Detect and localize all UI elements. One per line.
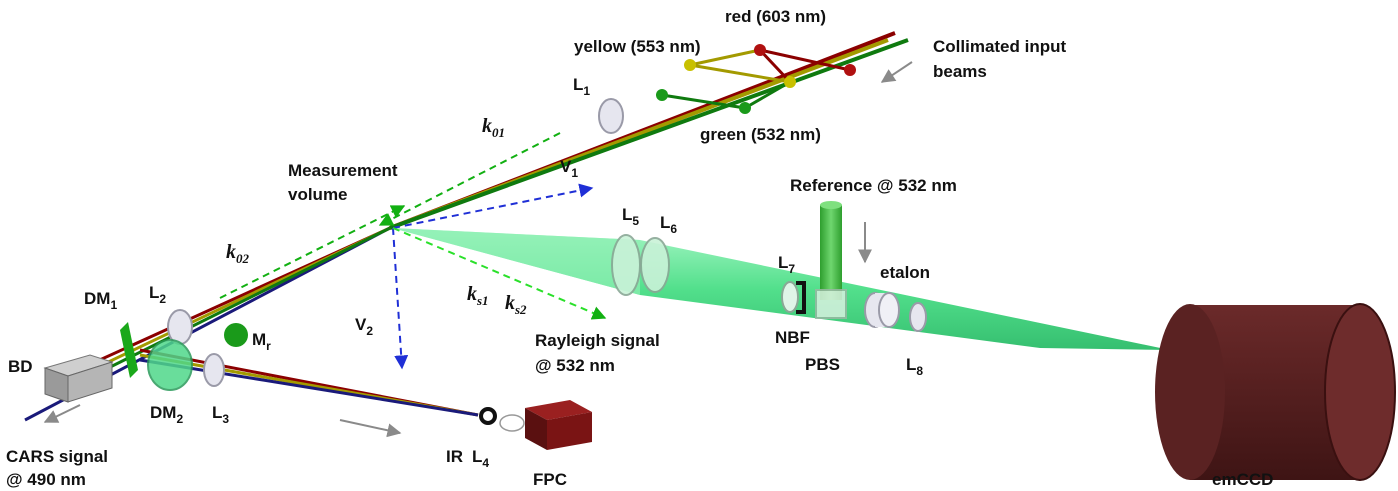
emccd-camera [1155, 303, 1396, 481]
red-input-dot [844, 64, 856, 76]
label-mr: Mr [252, 330, 271, 353]
label-measurement-2: volume [288, 185, 348, 204]
label-ks1: ks1 [467, 283, 489, 308]
lens-l3 [203, 353, 225, 387]
green-mirror-dot [656, 89, 668, 101]
red-mirror-dot [754, 44, 766, 56]
label-nbf: NBF [775, 328, 810, 347]
yellow-input-dot [784, 76, 796, 88]
reference-beam [820, 205, 842, 300]
label-emccd: emCCD [1212, 470, 1273, 489]
k01-vector [378, 132, 561, 226]
label-dm1: DM1 [84, 289, 117, 312]
v2-vector [392, 227, 409, 370]
label-rayleigh-2: @ 532 nm [535, 356, 615, 375]
label-collimated-2: beams [933, 62, 987, 81]
label-etalon: etalon [880, 263, 930, 282]
ir-iris [479, 407, 497, 425]
ir-direction-arrow [339, 419, 402, 438]
label-l2: L2 [149, 283, 166, 306]
cars-direction-arrow [43, 404, 81, 423]
label-ks2: ks2 [505, 292, 527, 317]
label-v2: V2 [355, 315, 373, 338]
dm1-mirror [120, 322, 138, 378]
input-beams-upper [389, 31, 909, 230]
label-green: green (532 nm) [700, 125, 821, 144]
label-dm2: DM2 [150, 403, 183, 426]
etalon [864, 292, 900, 328]
lens-l8 [909, 302, 927, 332]
label-fpc: FPC [533, 470, 567, 489]
label-red: red (603 nm) [725, 7, 826, 26]
label-l4: L4 [472, 447, 489, 470]
label-ir: IR [446, 447, 463, 466]
ks-vector [392, 227, 607, 320]
mr-mirror [224, 323, 248, 347]
k02-vector [219, 205, 406, 299]
input-direction-arrow [880, 61, 913, 83]
nbf-filter [796, 281, 806, 314]
dm2-mirror [147, 339, 193, 391]
label-l5: L5 [622, 205, 639, 228]
label-cars-2: @ 490 nm [6, 470, 86, 489]
label-bd: BD [8, 357, 33, 376]
label-l8: L8 [906, 355, 923, 378]
lens-l7 [781, 281, 799, 313]
pbs-cube [815, 289, 847, 319]
lens-l5-l6 [611, 234, 670, 296]
label-collimated-1: Collimated input [933, 37, 1067, 56]
green-input-dot [739, 102, 751, 114]
label-l3: L3 [212, 403, 229, 426]
beam-dump [43, 354, 114, 403]
label-cars-1: CARS signal [6, 447, 108, 466]
label-l6: L6 [660, 213, 677, 236]
label-yellow: yellow (553 nm) [574, 37, 701, 56]
label-rayleigh-1: Rayleigh signal [535, 331, 660, 350]
yellow-mirror-dot [684, 59, 696, 71]
label-l1: L1 [573, 75, 590, 98]
label-v1: V1 [560, 157, 578, 180]
label-l7: L7 [778, 253, 795, 276]
fpc-camera [525, 400, 592, 450]
label-reference: Reference @ 532 nm [790, 176, 957, 195]
label-measurement-1: Measurement [288, 161, 398, 180]
beam-periscope [656, 44, 856, 114]
lens-l2 [167, 309, 193, 345]
label-pbs: PBS [805, 355, 840, 374]
label-k02: k02 [226, 241, 250, 266]
lens-l4 [499, 414, 525, 432]
v1-vector [392, 183, 594, 229]
label-k01: k01 [482, 115, 505, 140]
lens-l1 [598, 98, 624, 134]
beams-to-ir [139, 348, 479, 417]
